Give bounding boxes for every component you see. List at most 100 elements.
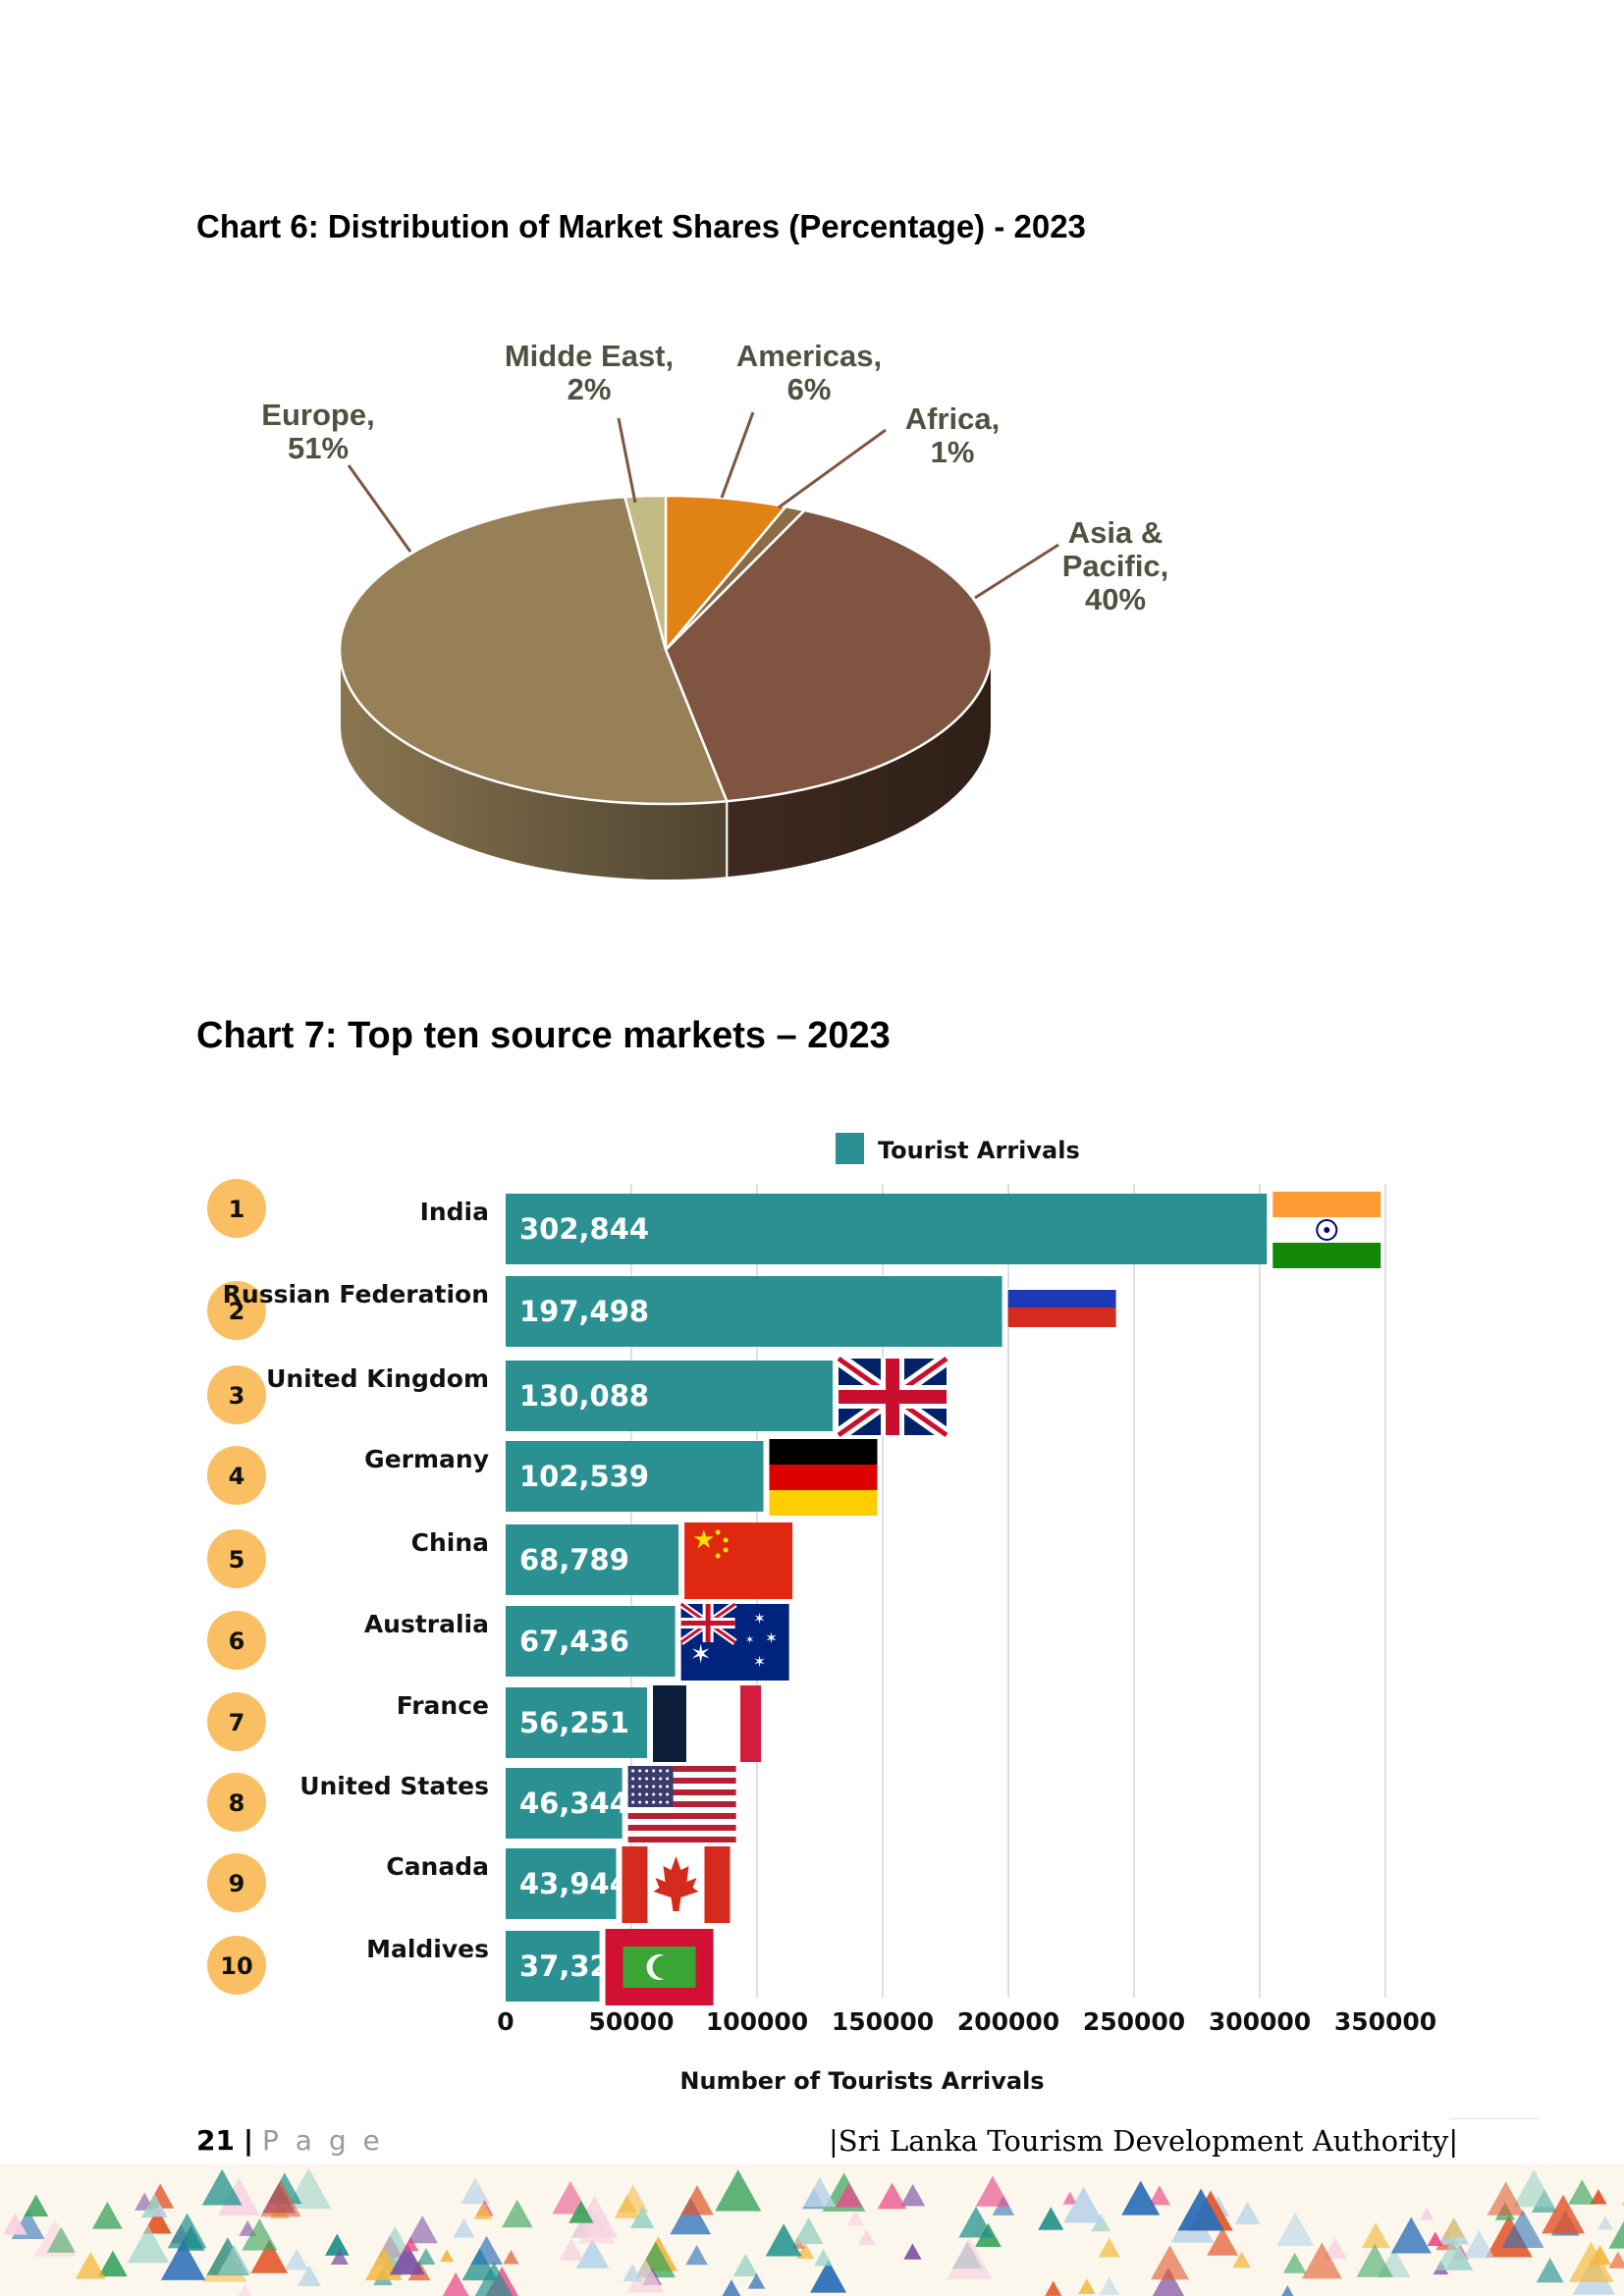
category-label: India [420, 1198, 489, 1226]
rank-number: 2 [229, 1298, 245, 1325]
svg-text:✶: ✶ [745, 1633, 754, 1646]
pie-slice-midde-east [623, 494, 668, 652]
rank-number: 7 [229, 1709, 245, 1736]
bar [506, 1276, 1002, 1347]
page-word: P a g e [262, 2124, 384, 2157]
category-label: France [397, 1691, 489, 1720]
market-share-pie-chart: Europe,51% Midde East,2% Americas,6% Africa… [261, 339, 1169, 881]
legend-label: Tourist Arrivals [878, 1137, 1080, 1164]
russia-flag-icon [1007, 1288, 1116, 1327]
pie-label-asia: 40% [1085, 582, 1146, 616]
svg-text:✶: ✶ [765, 1629, 778, 1647]
rank-number: 1 [229, 1196, 245, 1223]
rank-badge [207, 1529, 266, 1588]
pie-label-asia: Asia & [1068, 515, 1163, 550]
pie-top [338, 494, 994, 806]
leader-line [720, 411, 755, 499]
bar-row: 4 Germany 102,539 [207, 1439, 878, 1516]
chart7-title: Chart 7: Top ten source markets – 2023 [196, 1015, 891, 1056]
bar-value-label: 68,789 [519, 1543, 629, 1576]
page-number: 21 [196, 2124, 235, 2157]
x-tick-label: 350000 [1334, 2007, 1436, 2036]
footer-authority: |Sri Lanka Tourism Development Authority… [829, 2124, 1459, 2158]
pie-label-africa: 1% [931, 435, 975, 469]
bar-value-label: 102,539 [519, 1460, 649, 1493]
pie-slice-europe [338, 495, 729, 806]
bar [506, 1848, 617, 1919]
category-label: United States [299, 1772, 489, 1800]
bar [506, 1768, 623, 1839]
x-tick-label: 50000 [589, 2007, 675, 2036]
pie-label-africa: Africa, [905, 401, 1000, 436]
bar [506, 1606, 676, 1677]
category-label: Australia [364, 1610, 489, 1638]
category-label: United Kingdom [266, 1364, 489, 1393]
leader-line [347, 464, 412, 553]
category-label: Russian Federation [223, 1280, 489, 1308]
pie-label-europe: 51% [288, 431, 349, 465]
category-label: Canada [386, 1852, 489, 1881]
rank-number: 5 [229, 1546, 245, 1574]
x-axis-ticks: 0 50000 100000 150000 200000 250000 300000 3500… [497, 2007, 1436, 2036]
x-tick-label: 150000 [832, 2007, 934, 2036]
x-axis-label: Number of Tourists Arrivals [679, 2067, 1044, 2091]
x-tick-label: 300000 [1209, 2007, 1311, 2036]
bar-row: 1 India 302,844 [207, 1179, 1381, 1268]
footer-rule [1449, 2118, 1540, 2119]
bar [506, 1687, 648, 1758]
pie-slice-asia-pacific [664, 508, 994, 803]
rank-badge [207, 1281, 266, 1340]
pie-label-americas: Americas, [736, 339, 882, 373]
bar-value-label: 43,944 [519, 1867, 629, 1900]
bar [506, 1194, 1268, 1264]
category-label: China [411, 1528, 489, 1557]
svg-text:✶: ✶ [753, 1610, 766, 1628]
bar-value-label: 197,498 [519, 1295, 649, 1328]
rank-badge [207, 1936, 266, 1995]
australia-flag-icon: ✶✶✶✶✶ [678, 1601, 789, 1681]
rank-badge [207, 1692, 266, 1751]
bar-value-label: 67,436 [519, 1625, 629, 1658]
page-separator: | [243, 2124, 254, 2157]
legend-swatch [836, 1133, 864, 1164]
rank-number: 6 [229, 1628, 245, 1655]
svg-text:✶: ✶ [690, 1639, 712, 1670]
rank-number: 9 [229, 1870, 245, 1897]
bar-value-label: 56,251 [519, 1706, 629, 1739]
bar-row: 5 China 68,789 ★ [207, 1522, 793, 1599]
svg-text:★: ★ [692, 1525, 715, 1555]
pie-label-americas: 6% [787, 372, 832, 406]
rank-badge [207, 1179, 266, 1238]
pie-slice-americas [664, 494, 787, 652]
france-flag-icon [653, 1685, 762, 1762]
germany-flag-icon [769, 1439, 878, 1516]
bar-value-label: 46,344 [519, 1787, 629, 1820]
bar [506, 1524, 679, 1595]
bar-row: 7 France 56,251 [207, 1685, 762, 1762]
bar [506, 1441, 764, 1512]
rank-number: 10 [220, 1952, 252, 1980]
leader-line [778, 428, 887, 509]
rank-number: 3 [229, 1382, 245, 1410]
pie-label-europe: Europe, [261, 398, 374, 432]
rank-badge [207, 1611, 266, 1670]
bar-value-label: 130,088 [519, 1379, 649, 1413]
decorative-footer-banner [0, 2164, 1624, 2296]
svg-text:✶: ✶ [753, 1653, 766, 1671]
x-tick-label: 0 [497, 2007, 514, 2036]
rank-number: 4 [229, 1463, 245, 1490]
leader-line [617, 417, 637, 504]
pie-label-middle-east: Midde East, [505, 339, 674, 373]
maldives-flag-icon [605, 1929, 714, 2005]
page-footer-number: 21 | P a g e [196, 2124, 384, 2157]
leader-line [974, 543, 1059, 600]
rank-badge [207, 1365, 266, 1424]
x-tick-label: 100000 [706, 2007, 808, 2036]
pie-label-middle-east: 2% [568, 372, 612, 406]
pie-label-asia: Pacific, [1062, 549, 1169, 583]
